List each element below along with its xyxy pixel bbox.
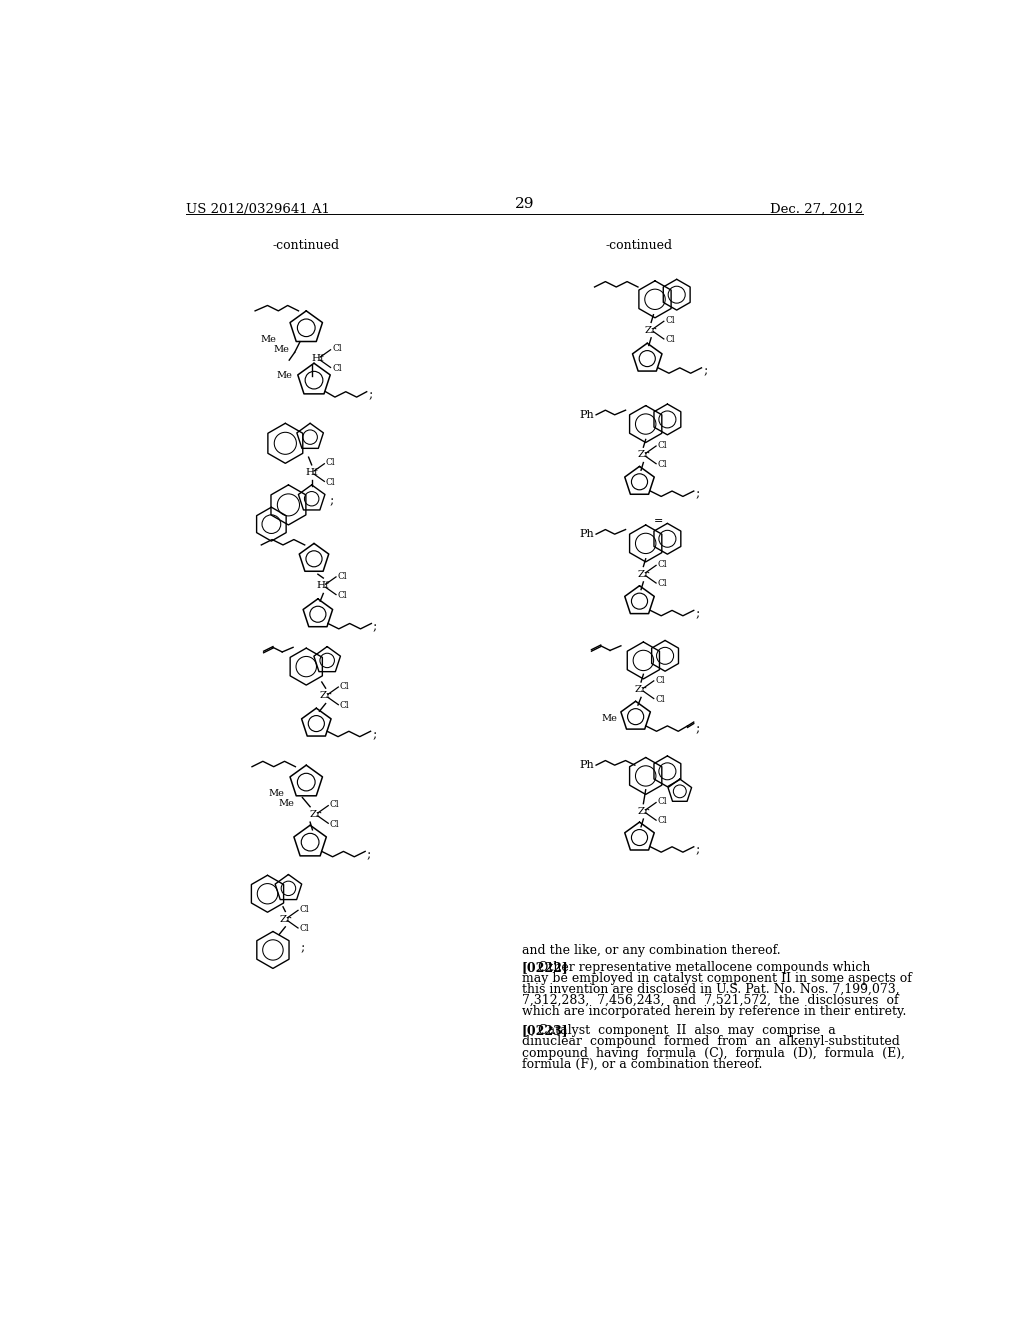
Text: Other representative metallocene compounds which: Other representative metallocene compoun…: [521, 961, 870, 974]
Text: ;: ;: [367, 847, 371, 861]
Text: -continued: -continued: [272, 239, 340, 252]
Text: Cl: Cl: [657, 459, 668, 469]
Text: Cl: Cl: [340, 681, 349, 690]
Text: Me: Me: [602, 714, 617, 723]
Text: Hf: Hf: [316, 581, 330, 590]
Text: Zr: Zr: [637, 450, 649, 459]
Text: Zr: Zr: [635, 685, 647, 694]
Text: Me: Me: [276, 371, 292, 380]
Text: may be employed in catalyst component II in some aspects of: may be employed in catalyst component II…: [521, 972, 911, 985]
Text: ;: ;: [369, 388, 373, 401]
Text: this invention are disclosed in U.S. Pat. No. Nos. 7,199,073,: this invention are disclosed in U.S. Pat…: [521, 983, 899, 997]
Text: Ph: Ph: [580, 760, 594, 770]
Text: Me: Me: [268, 789, 285, 799]
Text: compound  having  formula  (C),  formula  (D),  formula  (E),: compound having formula (C), formula (D)…: [521, 1047, 904, 1060]
Text: 29: 29: [515, 197, 535, 211]
Text: Cl: Cl: [338, 591, 347, 599]
Text: ;: ;: [695, 607, 699, 620]
Text: Cl: Cl: [300, 924, 309, 933]
Text: Cl: Cl: [340, 701, 349, 710]
Text: Zr: Zr: [645, 326, 657, 334]
Text: US 2012/0329641 A1: US 2012/0329641 A1: [186, 203, 330, 216]
Text: Zr: Zr: [319, 692, 332, 701]
Text: Cl: Cl: [332, 364, 342, 372]
Text: Cl: Cl: [338, 572, 347, 581]
Text: Zr: Zr: [309, 810, 322, 818]
Text: formula (F), or a combination thereof.: formula (F), or a combination thereof.: [521, 1057, 762, 1071]
Text: 7,312,283,  7,456,243,  and  7,521,572,  the  disclosures  of: 7,312,283, 7,456,243, and 7,521,572, the…: [521, 994, 898, 1007]
Text: Cl: Cl: [666, 315, 675, 325]
Text: which are incorporated herein by reference in their entirety.: which are incorporated herein by referen…: [521, 1006, 906, 1019]
Text: Cl: Cl: [326, 458, 336, 467]
Text: ;: ;: [301, 941, 305, 954]
Text: Ph: Ph: [580, 409, 594, 420]
Text: Cl: Cl: [655, 694, 665, 704]
Text: Ph: Ph: [580, 529, 594, 539]
Text: Cl: Cl: [655, 676, 665, 685]
Text: Cl: Cl: [330, 800, 339, 809]
Text: Cl: Cl: [657, 560, 668, 569]
Text: and the like, or any combination thereof.: and the like, or any combination thereof…: [521, 944, 780, 957]
Text: Cl: Cl: [666, 335, 675, 345]
Text: Dec. 27, 2012: Dec. 27, 2012: [770, 203, 863, 216]
Text: ;: ;: [695, 843, 699, 857]
Text: Cl: Cl: [332, 345, 342, 354]
Text: ;: ;: [703, 364, 708, 378]
Text: ;: ;: [372, 727, 377, 741]
Text: ;: ;: [695, 722, 699, 735]
Text: dinuclear  compound  formed  from  an  alkenyl-substituted: dinuclear compound formed from an alkeny…: [521, 1035, 899, 1048]
Text: Me: Me: [273, 345, 289, 354]
Text: Cl: Cl: [657, 817, 668, 825]
Text: Cl: Cl: [330, 820, 339, 829]
Text: Catalyst  component  II  also  may  comprise  a: Catalyst component II also may comprise …: [521, 1024, 836, 1038]
Text: Hf: Hf: [311, 354, 325, 363]
Text: Zr: Zr: [637, 807, 649, 816]
Text: Cl: Cl: [326, 478, 336, 487]
Text: Cl: Cl: [657, 441, 668, 450]
Text: -continued: -continued: [606, 239, 673, 252]
Text: Me: Me: [279, 799, 295, 808]
Text: Hf: Hf: [305, 469, 318, 477]
Text: Zr: Zr: [637, 570, 649, 578]
Text: ;: ;: [695, 487, 699, 500]
Text: Me: Me: [261, 335, 276, 343]
Text: Cl: Cl: [300, 906, 309, 913]
Text: [0223]: [0223]: [521, 1024, 568, 1038]
Text: ;: ;: [330, 495, 334, 508]
Text: [0222]: [0222]: [521, 961, 568, 974]
Text: Zr: Zr: [280, 915, 292, 924]
Text: =: =: [654, 516, 664, 527]
Text: ;: ;: [373, 620, 377, 634]
Text: Cl: Cl: [657, 797, 668, 807]
Text: Cl: Cl: [657, 579, 668, 589]
